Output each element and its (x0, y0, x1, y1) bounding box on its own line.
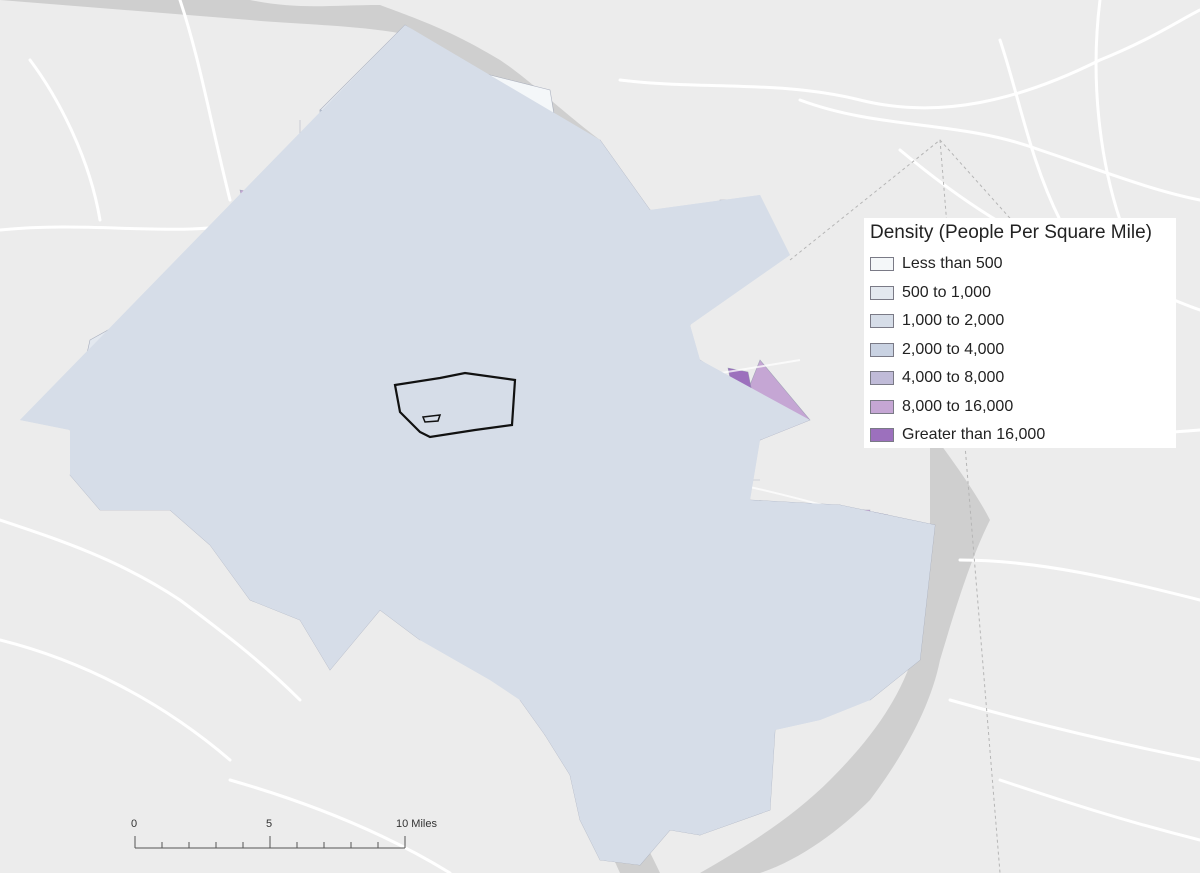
legend-swatch (870, 428, 894, 442)
legend-swatch (870, 285, 894, 300)
legend-label: 4,000 to 8,000 (902, 369, 1005, 386)
legend-swatch (870, 342, 894, 357)
scale-ruler (134, 836, 406, 849)
legend-label: 1,000 to 2,000 (902, 312, 1005, 329)
scale-label-0: 0 (131, 818, 138, 830)
legend-label: Greater than 16,000 (902, 426, 1046, 443)
legend-swatch (870, 371, 894, 385)
legend-label: 500 to 1,000 (902, 283, 991, 301)
scale-bar: 0 5 10 Miles (120, 818, 450, 858)
legend-label: Less than 500 (902, 255, 1003, 272)
town-boundary (421, 414, 442, 423)
legend-label: 8,000 to 16,000 (902, 397, 1014, 415)
scale-label-5: 5 (266, 818, 273, 830)
legend-label: 2,000 to 4,000 (902, 340, 1005, 358)
legend-swatch (870, 399, 894, 414)
legend-swatch (870, 257, 894, 271)
legend-swatch (870, 314, 894, 328)
scale-label-10: 10 Miles (396, 818, 437, 830)
map-legend: Density (People Per Square Mile) Less th… (864, 218, 1176, 448)
legend-title: Density (People Per Square Mile) (870, 222, 1152, 243)
